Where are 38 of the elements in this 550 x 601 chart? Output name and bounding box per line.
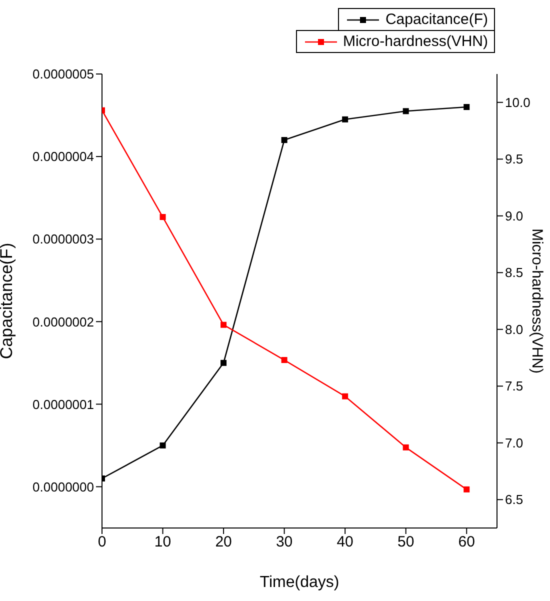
- x-tick-label: 40: [336, 534, 354, 551]
- y2-tick-label: 9.0: [505, 208, 524, 224]
- point: [281, 357, 288, 364]
- x-tick-label: 60: [458, 534, 475, 551]
- y2-tick-label: 6.5: [505, 492, 524, 508]
- point: [342, 116, 348, 122]
- y2-tick-label: 8.5: [505, 265, 524, 280]
- y-tick-label: 0.0000001: [32, 396, 94, 412]
- y2-tick-label: 10.0: [505, 94, 530, 110]
- y-axis-title: Capacitance(F): [0, 242, 16, 360]
- point: [342, 393, 348, 400]
- y2-tick-label: 8.0: [505, 322, 524, 337]
- point: [220, 360, 227, 366]
- point: [160, 442, 166, 448]
- point: [464, 486, 470, 492]
- y2-tick-label: 9.5: [505, 152, 524, 167]
- y2-axis-title: Micro-hardness(VHN): [528, 228, 546, 374]
- legend-label: Capacitance(F): [385, 11, 488, 28]
- x-tick-label: 10: [154, 534, 172, 551]
- y-tick-label: 0.0000000: [32, 479, 94, 494]
- point: [402, 444, 409, 450]
- point: [281, 137, 288, 144]
- x-tick-label: 30: [276, 534, 293, 551]
- x-tick-label: 50: [398, 534, 414, 551]
- x-axis-title: Time(days): [260, 574, 340, 591]
- point: [160, 214, 166, 220]
- point: [220, 322, 227, 328]
- x-tick-label: 20: [215, 534, 232, 551]
- y2-tick-label: 7.0: [505, 435, 524, 450]
- y-tick-label: 0.0000005: [32, 66, 94, 82]
- y-tick-label: 0.0000002: [32, 314, 94, 330]
- point: [402, 108, 409, 114]
- legend-label: Micro-hardness(VHN): [342, 33, 488, 50]
- y2-tick-label: 7.5: [505, 378, 524, 394]
- y-tick-label: 0.0000003: [32, 232, 94, 247]
- point: [464, 104, 470, 110]
- y-tick-label: 0.0000004: [32, 149, 94, 164]
- x-tick-label: 0: [98, 534, 106, 551]
